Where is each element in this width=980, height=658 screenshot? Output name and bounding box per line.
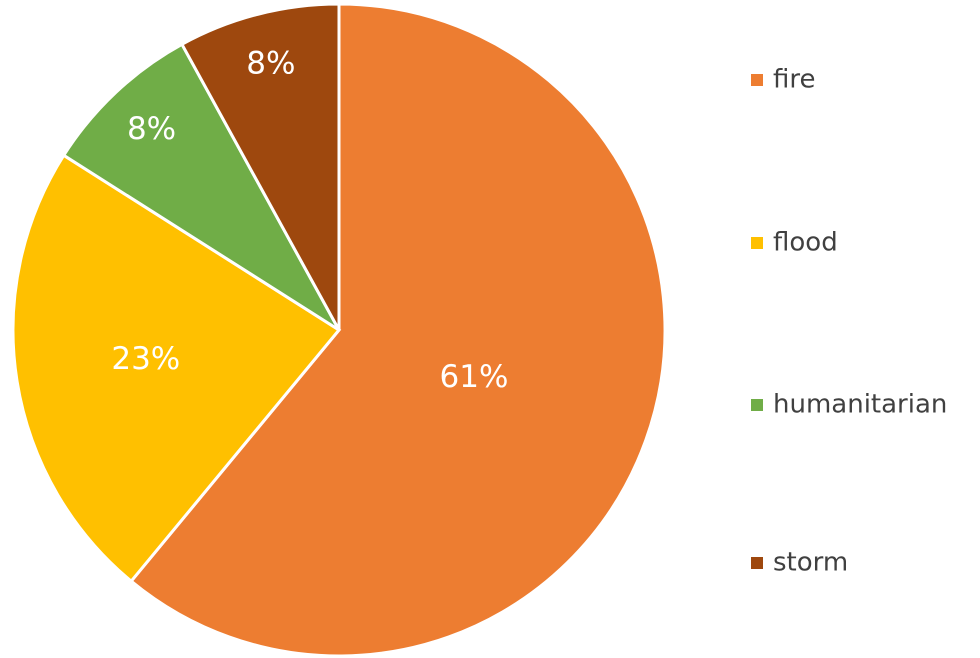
legend-label: humanitarian xyxy=(773,390,947,420)
legend-label: storm xyxy=(773,548,848,578)
pie-slice xyxy=(129,2,667,658)
data-label: 61% xyxy=(440,359,509,395)
data-label: 8% xyxy=(246,45,295,81)
legend-swatch xyxy=(751,399,763,411)
legend-swatch xyxy=(751,74,763,86)
pie-slice xyxy=(179,2,341,331)
legend-label: fire xyxy=(773,65,816,95)
pie-slice xyxy=(11,153,342,584)
legend-swatch xyxy=(751,237,763,249)
pie-slice xyxy=(61,42,341,332)
legend-swatch xyxy=(751,557,763,569)
data-label: 8% xyxy=(127,111,176,147)
legend-label: flood xyxy=(773,228,838,258)
data-label: 23% xyxy=(111,341,180,377)
